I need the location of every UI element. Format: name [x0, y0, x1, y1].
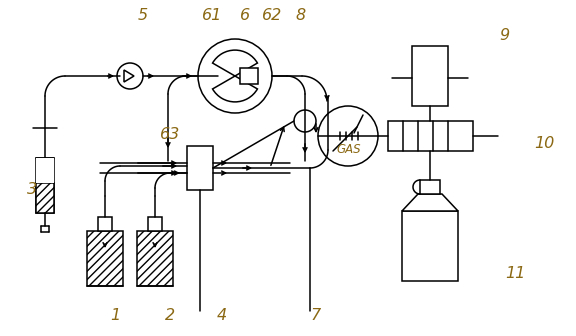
Text: 1: 1	[110, 308, 120, 323]
Bar	[137, 231, 173, 286]
Text: 5: 5	[138, 8, 148, 23]
Text: 62: 62	[262, 8, 282, 23]
Text: 61: 61	[202, 8, 222, 23]
Text: 3: 3	[26, 182, 37, 197]
Polygon shape	[402, 194, 458, 211]
Bar	[36, 158, 54, 183]
Text: GAS: GAS	[336, 143, 361, 156]
Bar	[187, 146, 213, 190]
Text: 10: 10	[534, 136, 555, 151]
Text: 8: 8	[295, 8, 306, 23]
Bar	[420, 180, 440, 194]
Text: 2: 2	[165, 308, 175, 323]
Text: 11: 11	[505, 266, 526, 281]
Bar	[98, 217, 112, 231]
Text: 63: 63	[160, 127, 180, 142]
Text: 6: 6	[240, 8, 250, 23]
Text: 4: 4	[217, 308, 227, 323]
Text: 9: 9	[499, 28, 509, 43]
Text: 7: 7	[310, 308, 321, 323]
Bar	[240, 68, 258, 84]
Bar	[412, 46, 448, 106]
Bar	[36, 183, 54, 213]
Bar	[148, 217, 162, 231]
Bar	[388, 121, 473, 151]
Bar	[87, 231, 123, 286]
Bar	[36, 158, 54, 213]
Bar	[402, 211, 458, 281]
